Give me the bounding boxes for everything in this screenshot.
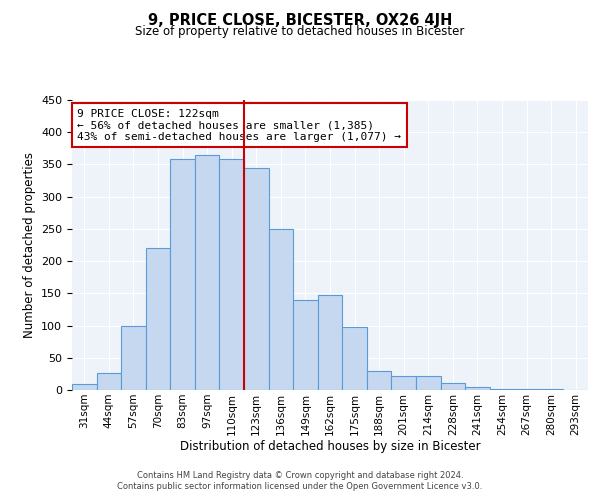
Text: Contains HM Land Registry data © Crown copyright and database right 2024.: Contains HM Land Registry data © Crown c… — [137, 471, 463, 480]
Bar — [367, 370, 391, 390]
Text: 9 PRICE CLOSE: 122sqm
← 56% of detached houses are smaller (1,385)
43% of semi-d: 9 PRICE CLOSE: 122sqm ← 56% of detached … — [77, 108, 401, 142]
Text: Size of property relative to detached houses in Bicester: Size of property relative to detached ho… — [136, 25, 464, 38]
Bar — [244, 168, 269, 390]
Text: Contains public sector information licensed under the Open Government Licence v3: Contains public sector information licen… — [118, 482, 482, 491]
Y-axis label: Number of detached properties: Number of detached properties — [23, 152, 35, 338]
Bar — [269, 229, 293, 390]
Bar — [220, 160, 244, 390]
Bar — [318, 294, 342, 390]
Bar — [121, 326, 146, 390]
Bar — [391, 376, 416, 390]
Bar — [440, 383, 465, 390]
Bar — [146, 248, 170, 390]
Bar — [195, 155, 220, 390]
Bar — [416, 376, 440, 390]
X-axis label: Distribution of detached houses by size in Bicester: Distribution of detached houses by size … — [179, 440, 481, 454]
Bar — [342, 328, 367, 390]
Bar — [72, 384, 97, 390]
Bar — [170, 160, 195, 390]
Bar — [490, 388, 514, 390]
Bar — [465, 388, 490, 390]
Bar — [293, 300, 318, 390]
Text: 9, PRICE CLOSE, BICESTER, OX26 4JH: 9, PRICE CLOSE, BICESTER, OX26 4JH — [148, 12, 452, 28]
Bar — [97, 373, 121, 390]
